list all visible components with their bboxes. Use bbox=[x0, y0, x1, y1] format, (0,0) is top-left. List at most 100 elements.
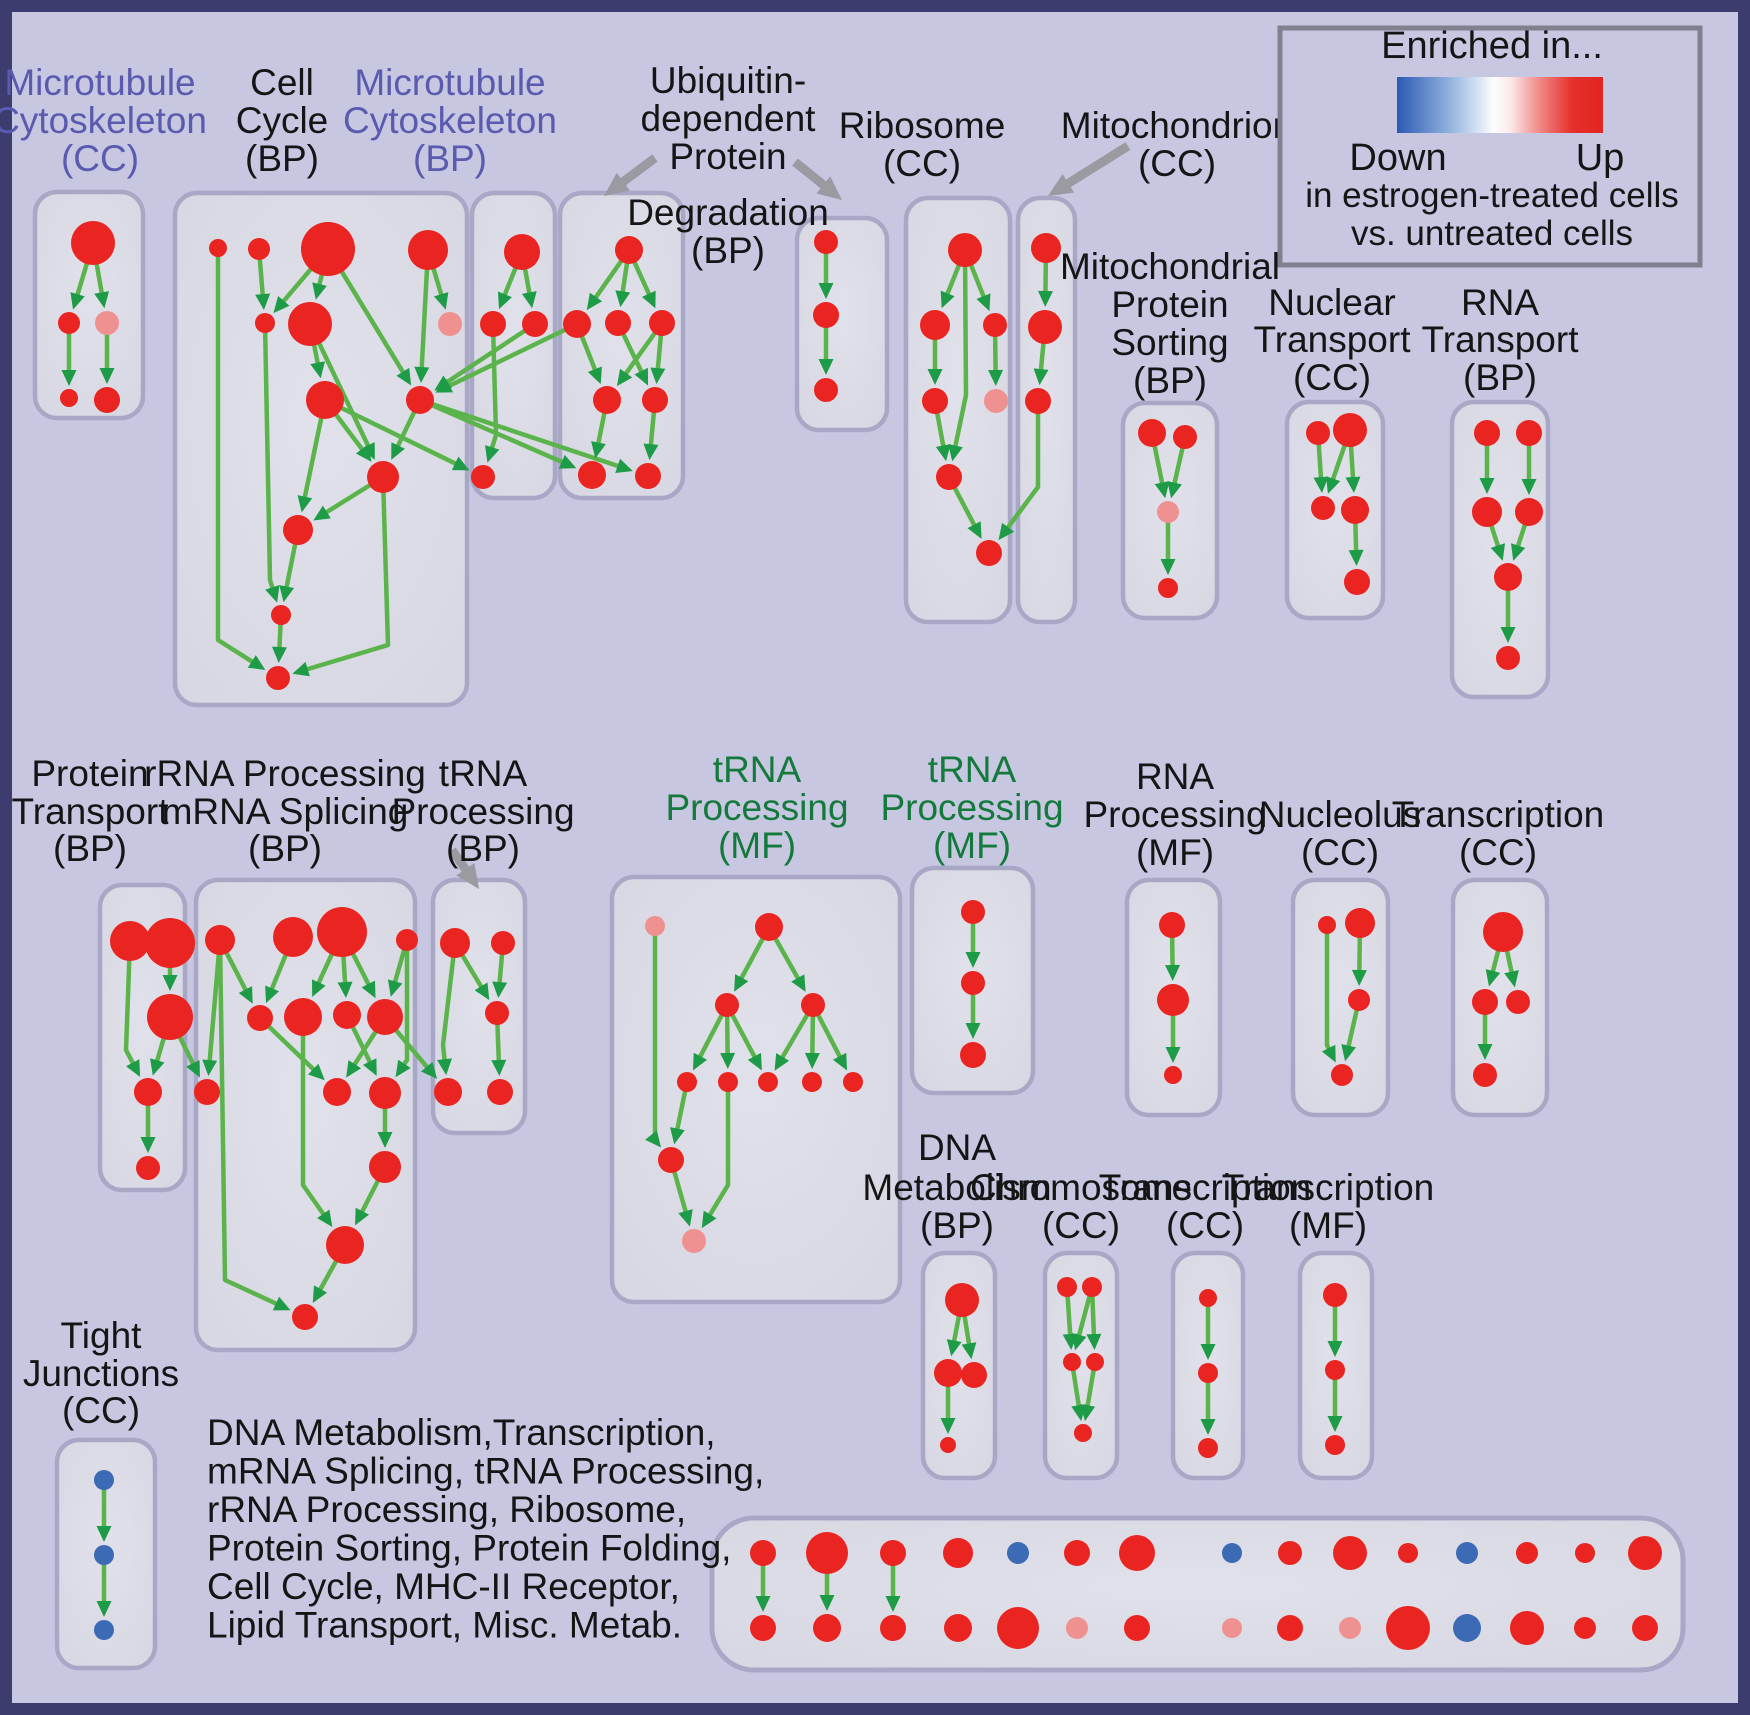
go-term-node-mtcc-b bbox=[58, 312, 80, 334]
go-term-node-tightjunc-a bbox=[94, 1470, 114, 1490]
edge-head bbox=[643, 443, 659, 461]
go-term-node-ubiqa-m2 bbox=[605, 310, 631, 336]
edge-head bbox=[927, 369, 943, 385]
pointer-arrow-0 bbox=[617, 154, 658, 188]
go-term-node-trnamf1-b2 bbox=[718, 1072, 738, 1092]
go-term-node-rrna-i bbox=[323, 1078, 351, 1106]
edge bbox=[419, 397, 623, 470]
cluster-label-rnamf-line2: (MF) bbox=[1136, 832, 1214, 873]
go-term-node-transcc1-c bbox=[1506, 990, 1530, 1014]
go-term-node-trnabp-b1 bbox=[434, 1078, 462, 1106]
go-term-node-cellcycle-n3 bbox=[301, 222, 355, 276]
edge-head bbox=[414, 366, 430, 384]
cluster-label-dnametab-line0: DNA bbox=[918, 1127, 996, 1168]
go-term-node-trnamf1-b3 bbox=[758, 1072, 778, 1092]
edge-head bbox=[265, 585, 280, 603]
edge-head bbox=[297, 495, 313, 513]
cluster-label-mtcc-line0: Microtubule bbox=[4, 62, 195, 103]
go-term-node-transcc1-b bbox=[1472, 989, 1498, 1015]
go-term-node-dnametab-b bbox=[934, 1359, 962, 1387]
go-term-node-transcc2-b bbox=[1198, 1363, 1218, 1383]
cluster-label-mito-line0: Mitochondrion bbox=[1061, 105, 1293, 146]
cluster-box-chromosome bbox=[1042, 1250, 1120, 1481]
go-term-node-pt-big bbox=[147, 994, 193, 1040]
go-term-node-trnamf1-pkb bbox=[682, 1229, 706, 1253]
go-term-node-trnamf2-a bbox=[961, 900, 985, 924]
go-term-node-nucleolus-b bbox=[1345, 908, 1375, 938]
cluster-box-mtbp bbox=[469, 190, 558, 501]
go-term-node-mito-m3 bbox=[1025, 388, 1051, 414]
cluster-label-ubiqa-line3: Degradation bbox=[627, 192, 829, 233]
go-term-node-misc-bottom-2 bbox=[880, 1615, 906, 1641]
go-term-node-mtbp-ml bbox=[480, 311, 506, 337]
go-term-node-rrna-j bbox=[369, 1077, 401, 1109]
go-term-node-tightjunc-b bbox=[94, 1545, 114, 1565]
edge-head bbox=[701, 1210, 717, 1229]
go-term-node-misc-bottom-5 bbox=[1066, 1617, 1088, 1639]
edge bbox=[419, 249, 431, 372]
edge-head bbox=[96, 1601, 112, 1617]
edge-head bbox=[1341, 1044, 1356, 1062]
cluster-label-pt-line0: Protein bbox=[31, 753, 148, 794]
edge-head bbox=[615, 458, 633, 473]
edge-head bbox=[317, 1209, 333, 1227]
go-term-node-trnamf2-b bbox=[961, 971, 985, 995]
go-term-node-nucleolus-d bbox=[1331, 1064, 1353, 1086]
cluster-label-trnamf2-line1: Processing bbox=[880, 787, 1063, 828]
go-term-node-misc-bottom-9 bbox=[1339, 1617, 1361, 1639]
cluster-label-nucleolus-line1: (CC) bbox=[1301, 832, 1379, 873]
edge-head bbox=[832, 1052, 848, 1071]
edge-head bbox=[238, 986, 253, 1004]
go-term-node-misc-top-9 bbox=[1333, 1536, 1367, 1570]
edge-head bbox=[337, 981, 353, 999]
go-term-node-rrna-k bbox=[194, 1079, 220, 1105]
cluster-label-trnamf1-line1: Processing bbox=[665, 787, 848, 828]
edge-head bbox=[586, 292, 603, 311]
go-term-node-dnametab-c bbox=[961, 1362, 987, 1388]
go-term-node-mtcc-a bbox=[71, 221, 115, 265]
edge-head bbox=[965, 1023, 981, 1039]
go-term-node-misc-bottom-7 bbox=[1222, 1618, 1242, 1638]
go-term-node-ubiqb-u3 bbox=[814, 378, 838, 402]
go-term-node-mtbp-t bbox=[504, 234, 540, 270]
edge bbox=[324, 397, 460, 468]
go-term-node-misc-top-10 bbox=[1398, 1543, 1418, 1563]
go-term-node-nuctrans-a bbox=[1306, 421, 1330, 445]
edge bbox=[215, 248, 257, 666]
go-term-node-rnatrans-e bbox=[1494, 563, 1522, 591]
go-term-node-mitosort-b bbox=[1173, 425, 1197, 449]
cluster-label-ubiqa-line4: (BP) bbox=[691, 230, 765, 271]
go-term-node-misc-bottom-8 bbox=[1277, 1615, 1303, 1641]
go-term-node-rrna-g bbox=[333, 1001, 361, 1029]
edge-head bbox=[976, 293, 991, 312]
go-term-node-pt-c bbox=[134, 1078, 162, 1106]
cluster-label-trnamf1-line2: (MF) bbox=[718, 825, 796, 866]
cluster-box-nuctrans bbox=[1284, 399, 1386, 621]
edge-head bbox=[678, 1209, 693, 1227]
cluster-label-transmf-line1: (MF) bbox=[1289, 1205, 1367, 1246]
edge-head bbox=[265, 985, 280, 1004]
go-term-node-misc-bottom-1 bbox=[813, 1614, 841, 1642]
go-term-node-misc-top-4 bbox=[1007, 1542, 1029, 1564]
edge-head bbox=[692, 1052, 708, 1071]
cluster-label-rnamf-line0: RNA bbox=[1136, 756, 1214, 797]
go-term-node-trnamf1-b4 bbox=[802, 1072, 822, 1092]
cluster-label-mito-line1: (CC) bbox=[1138, 143, 1216, 184]
cluster-label-mitosort-line2: Sorting bbox=[1111, 322, 1228, 363]
nodes-layer bbox=[58, 221, 1662, 1650]
pointer-arrow-1 bbox=[792, 158, 830, 191]
edge-head bbox=[186, 1059, 200, 1078]
edge-head bbox=[271, 646, 287, 664]
labels-layer: MicrotubuleCytoskeleton(CC)CellCycle(BP)… bbox=[0, 60, 1604, 1646]
cluster-box-misc-panel bbox=[709, 1515, 1686, 1673]
go-term-node-ubiqa-m3 bbox=[649, 310, 675, 336]
go-term-node-chromosome-e bbox=[1074, 1424, 1092, 1442]
cluster-label-trnamf2-line0: tRNA bbox=[928, 749, 1017, 790]
edge-head bbox=[521, 291, 537, 309]
go-term-node-misc-top-6 bbox=[1119, 1535, 1155, 1571]
go-term-node-mito-m1 bbox=[1031, 233, 1061, 263]
edge-head bbox=[1521, 479, 1537, 495]
go-term-node-misc-top-8 bbox=[1278, 1541, 1302, 1565]
go-term-node-mtcc-c bbox=[95, 311, 119, 335]
